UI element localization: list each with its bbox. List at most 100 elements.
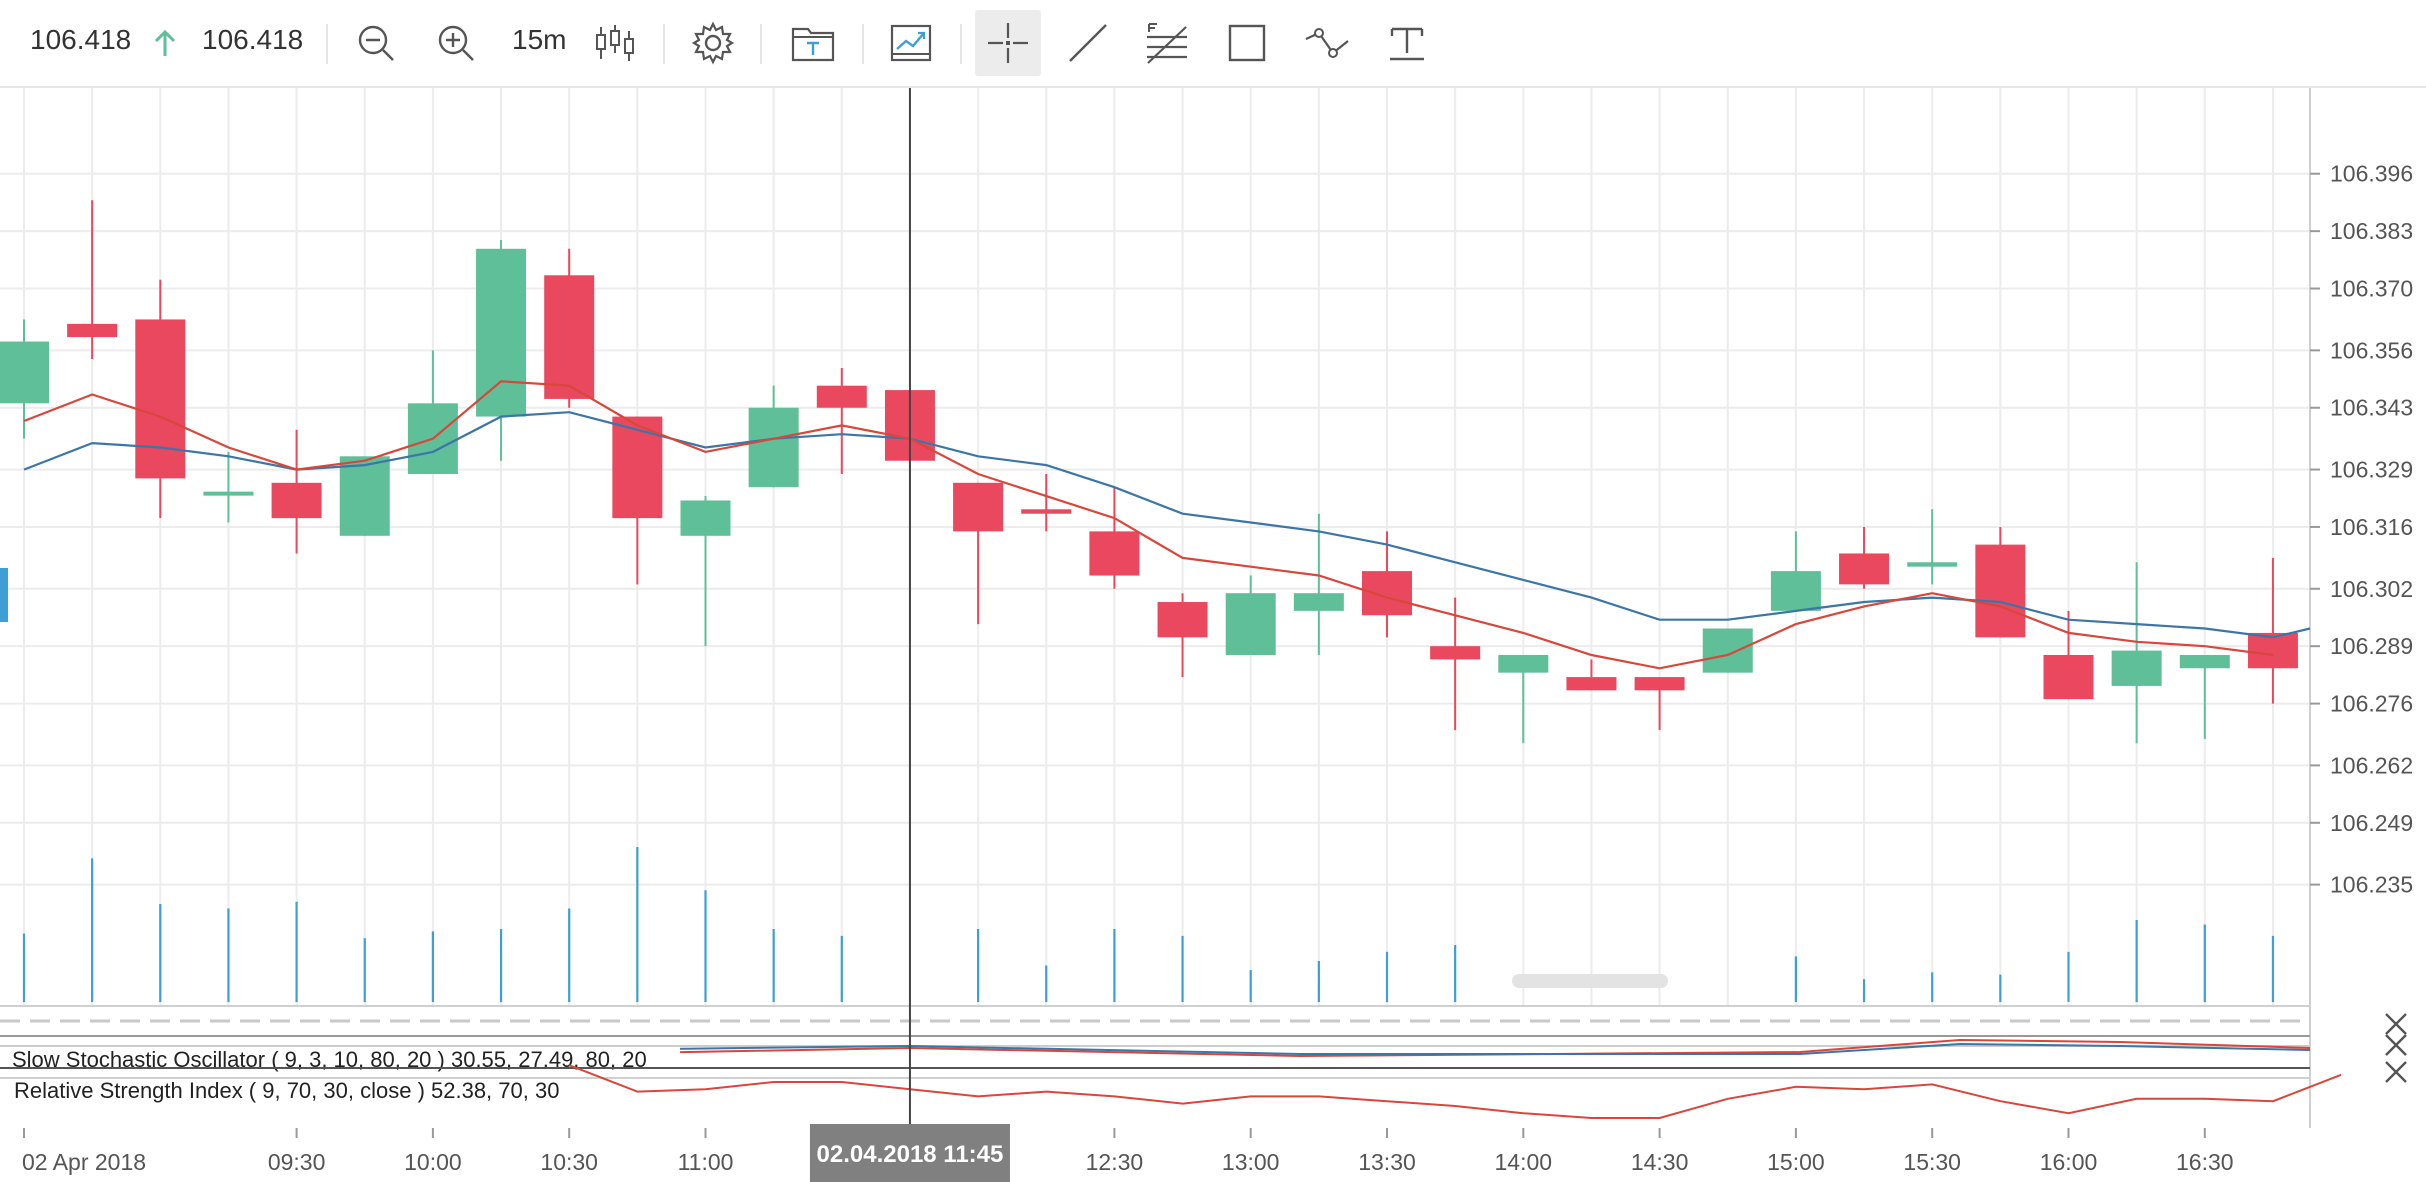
candle-down — [135, 319, 186, 479]
time-tick-label: 16:00 — [2040, 1149, 2098, 1175]
candle-down — [2043, 655, 2094, 700]
rectangle-icon — [1228, 24, 1266, 62]
rsi-label: Relative Strength Index ( 9, 70, 30, clo… — [14, 1078, 559, 1103]
time-tick-label: 14:00 — [1495, 1149, 1553, 1175]
settings-button[interactable] — [680, 10, 746, 76]
crosshair-tool-button[interactable] — [975, 10, 1041, 76]
price-tick-label: 106.329 — [2330, 457, 2413, 483]
candle-down — [1975, 544, 2026, 638]
chart-type-button[interactable] — [582, 10, 648, 76]
fib-retracement-icon — [1147, 23, 1187, 64]
price-tick-label: 106.316 — [2330, 514, 2413, 540]
time-tick-label: 09:30 — [268, 1149, 326, 1175]
horizontal-scrollbar[interactable] — [1512, 974, 1668, 988]
candle-down — [67, 323, 118, 338]
time-tick-label: 12:30 — [1086, 1149, 1144, 1175]
candle-down — [1634, 677, 1685, 691]
candle-down — [1566, 677, 1617, 691]
price-axis[interactable]: 106.396 106.383 106.370 106.356 106.343 106.3… — [2310, 161, 2413, 898]
text-tool-button[interactable] — [1374, 10, 1440, 76]
candle-up — [2111, 650, 2162, 686]
candle-up — [1907, 562, 1958, 567]
candle-down — [2247, 632, 2298, 669]
template-button[interactable] — [780, 10, 846, 76]
fib-retracement-tool-button[interactable] — [1134, 10, 1200, 76]
candle-up — [203, 491, 254, 496]
candle-up — [680, 500, 731, 536]
toolbar-separator — [960, 24, 962, 64]
time-axis: 02 Apr 2018 09:30 10:00 10:30 11:00 12:30 13:0… — [22, 1128, 2234, 1175]
candle-up — [748, 407, 799, 488]
close-stochastic-pane-icon[interactable] — [2382, 1031, 2410, 1059]
price-tick-label: 106.262 — [2330, 752, 2413, 778]
rsi-pane: Relative Strength Index ( 9, 70, 30, clo… — [0, 1064, 2342, 1119]
template-icon — [791, 27, 835, 62]
zoom-in-button[interactable] — [423, 10, 489, 76]
time-tick-label: 02 Apr 2018 — [22, 1149, 146, 1175]
rectangle-tool-button[interactable] — [1214, 10, 1280, 76]
moving-average-slow-line — [23, 411, 2311, 639]
candle-up — [1498, 655, 1549, 673]
price-tick-label: 106.289 — [2330, 633, 2413, 659]
candle-down — [1430, 646, 1481, 660]
time-tick-label: 13:30 — [1358, 1149, 1416, 1175]
zoom-out-icon — [358, 25, 394, 61]
ask-price: 106.418 — [202, 24, 304, 55]
price-tick-label: 106.302 — [2330, 576, 2413, 602]
trend-line-tool-button[interactable] — [1055, 10, 1121, 76]
candle-up — [476, 248, 527, 417]
candle-down — [816, 385, 867, 408]
arrow-up-icon — [140, 10, 190, 76]
candle-up — [2179, 655, 2230, 669]
time-tick-label: 14:30 — [1631, 1149, 1689, 1175]
candle-down — [1021, 509, 1072, 514]
zoom-in-icon — [438, 25, 474, 61]
chart-canvas[interactable]: 106.396 106.383 106.370 106.356 106.343 106.3… — [0, 88, 2426, 1182]
candle-down — [953, 482, 1004, 532]
price-tick-label: 106.396 — [2330, 161, 2413, 187]
timeframe-selector[interactable]: 15m — [512, 24, 567, 55]
candle-up — [1702, 628, 1753, 673]
left-edge-handle[interactable] — [0, 568, 8, 622]
time-tick-label: 15:00 — [1767, 1149, 1825, 1175]
volume-bars — [22, 847, 2275, 1002]
candle-up — [1770, 571, 1821, 611]
zoom-out-button[interactable] — [343, 10, 409, 76]
grid — [0, 88, 2311, 1128]
bid-price: 106.418 — [30, 24, 132, 55]
crosshair-icon — [988, 23, 1028, 63]
close-rsi-icon[interactable] — [2382, 1058, 2410, 1086]
candle-down — [1362, 571, 1412, 616]
moving-average-fast-line — [23, 380, 2274, 670]
candle-up — [1225, 593, 1276, 656]
candle-down — [1089, 531, 1140, 576]
candle-down — [544, 275, 595, 399]
indicator-chart-icon — [890, 24, 932, 62]
trend-line-icon — [1069, 24, 1107, 62]
stochastic-pane: Slow Stochastic Oscillator ( 9, 3, 10, 8… — [0, 1005, 2311, 1072]
crosshair-time-text: 02.04.2018 11:45 — [817, 1141, 1004, 1168]
time-tick-label: 13:00 — [1222, 1149, 1280, 1175]
toolbar-separator — [663, 24, 665, 64]
gear-icon — [691, 21, 735, 65]
time-tick-label: 10:30 — [540, 1149, 598, 1175]
candle-down — [1157, 602, 1208, 638]
candle-up — [0, 341, 49, 404]
price-tick-label: 106.370 — [2330, 276, 2413, 302]
crosshair-time-label: 02.04.2018 11:45 — [809, 1124, 1010, 1182]
toolbar-separator — [760, 24, 762, 64]
close-stochastic-icon[interactable] — [2382, 1010, 2410, 1038]
polyline-tool-button[interactable] — [1294, 10, 1360, 76]
price-tick-label: 106.235 — [2330, 872, 2413, 898]
time-tick-label: 15:30 — [1903, 1149, 1961, 1175]
polyline-icon — [1305, 28, 1349, 58]
toolbar-separator — [862, 24, 864, 64]
time-tick-label: 11:00 — [678, 1149, 734, 1175]
candle-up — [339, 456, 390, 536]
price-tick-label: 106.276 — [2330, 691, 2413, 717]
indicators-button[interactable] — [878, 10, 944, 76]
price-tick-label: 106.383 — [2330, 218, 2413, 244]
time-tick-label: 16:30 — [2176, 1149, 2234, 1175]
candle-down — [1839, 553, 1890, 585]
toolbar: 106.418 106.418 15m — [0, 0, 2426, 88]
